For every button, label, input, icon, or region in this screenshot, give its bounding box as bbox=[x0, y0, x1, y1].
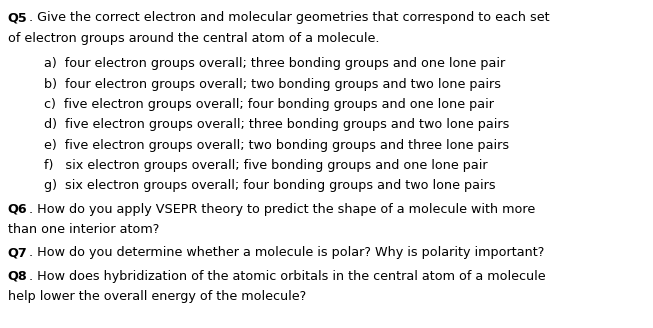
Text: b)  four electron groups overall; two bonding groups and two lone pairs: b) four electron groups overall; two bon… bbox=[44, 77, 502, 91]
Text: e)  five electron groups overall; two bonding groups and three lone pairs: e) five electron groups overall; two bon… bbox=[44, 139, 509, 152]
Text: . How do you determine whether a molecule is polar? Why is polarity important?: . How do you determine whether a molecul… bbox=[29, 246, 544, 259]
Text: Q8: Q8 bbox=[8, 270, 27, 283]
Text: of electron groups around the central atom of a molecule.: of electron groups around the central at… bbox=[8, 32, 379, 45]
Text: g)  six electron groups overall; four bonding groups and two lone pairs: g) six electron groups overall; four bon… bbox=[44, 179, 496, 192]
Text: Q5: Q5 bbox=[8, 11, 27, 25]
Text: d)  five electron groups overall; three bonding groups and two lone pairs: d) five electron groups overall; three b… bbox=[44, 118, 510, 131]
Text: . Give the correct electron and molecular geometries that correspond to each set: . Give the correct electron and molecula… bbox=[29, 11, 549, 25]
Text: f)   six electron groups overall; five bonding groups and one lone pair: f) six electron groups overall; five bon… bbox=[44, 159, 488, 172]
Text: help lower the overall energy of the molecule?: help lower the overall energy of the mol… bbox=[8, 290, 306, 303]
Text: than one interior atom?: than one interior atom? bbox=[8, 223, 159, 236]
Text: c)  five electron groups overall; four bonding groups and one lone pair: c) five electron groups overall; four bo… bbox=[44, 98, 494, 111]
Text: Q7: Q7 bbox=[8, 246, 27, 259]
Text: . How do you apply VSEPR theory to predict the shape of a molecule with more: . How do you apply VSEPR theory to predi… bbox=[29, 203, 535, 215]
Text: Q6: Q6 bbox=[8, 203, 27, 215]
Text: a)  four electron groups overall; three bonding groups and one lone pair: a) four electron groups overall; three b… bbox=[44, 57, 505, 70]
Text: . How does hybridization of the atomic orbitals in the central atom of a molecul: . How does hybridization of the atomic o… bbox=[29, 270, 545, 283]
